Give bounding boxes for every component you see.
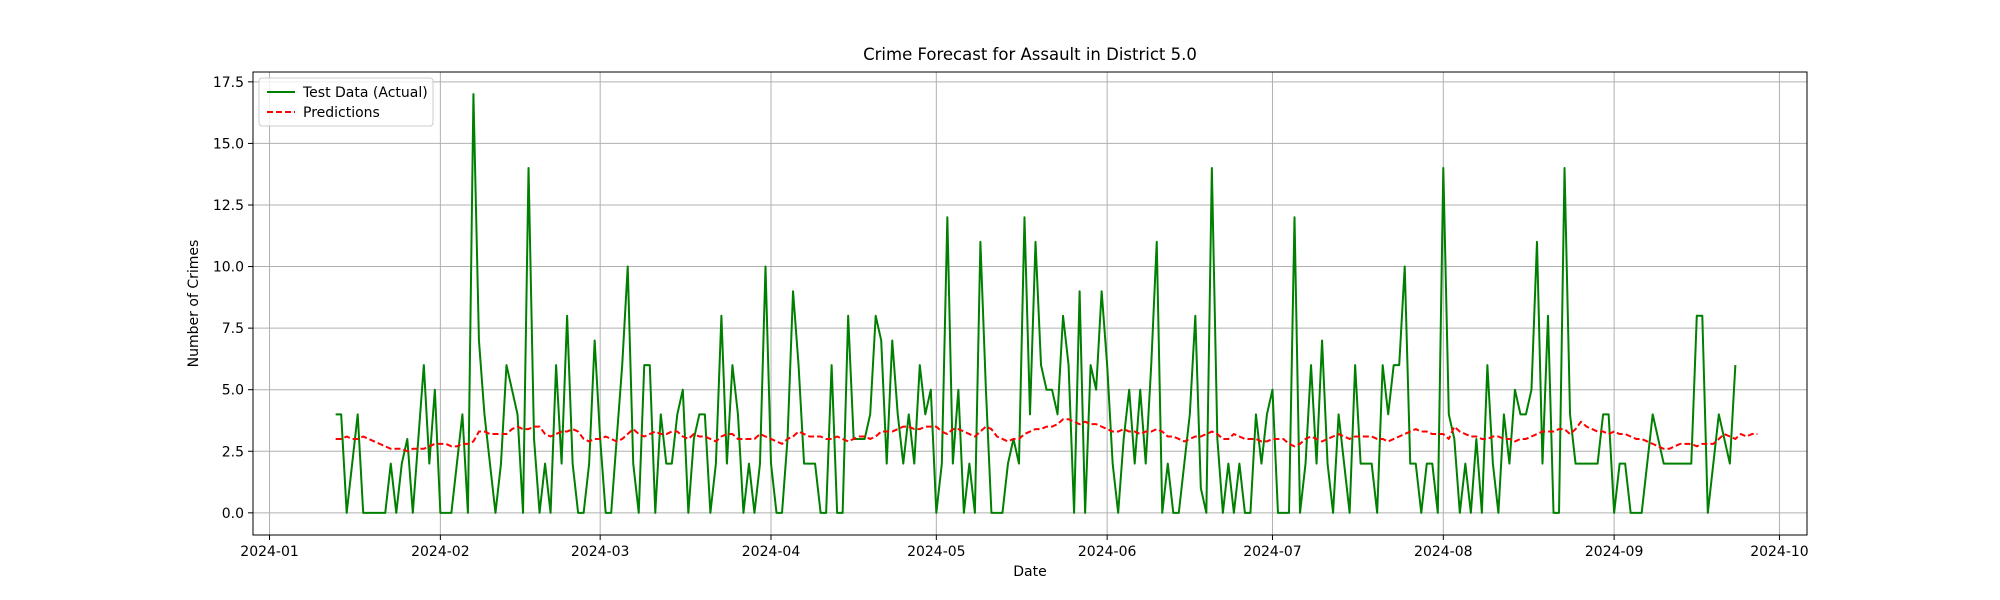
y-tick-label: 17.5	[213, 75, 244, 91]
x-axis-title: Date	[1013, 564, 1046, 580]
x-tick-label: 2024-09	[1585, 544, 1644, 560]
series-predictions-line	[335, 418, 1758, 453]
y-tick-label: 2.5	[222, 444, 244, 460]
legend-label-predictions: Predictions	[303, 105, 380, 121]
y-tick-label: 15.0	[213, 136, 244, 152]
y-tick-label: 7.5	[222, 321, 244, 337]
y-tick-label: 5.0	[222, 383, 244, 399]
x-tick-label: 2024-02	[411, 544, 470, 560]
x-tick-label: 2024-08	[1414, 544, 1473, 560]
axis-ticks: 2024-01 2024-02 2024-03 2024-04 2024-05 2024-…	[213, 75, 1809, 560]
x-tick-label: 2024-03	[571, 544, 630, 560]
x-tick-label: 2024-07	[1243, 544, 1302, 560]
x-tick-label: 2024-10	[1750, 544, 1809, 560]
series-actual-line	[335, 93, 1737, 514]
legend-label-actual: Test Data (Actual)	[302, 85, 428, 101]
y-tick-label: 12.5	[213, 198, 244, 214]
y-axis-title: Number of Crimes	[186, 240, 202, 368]
x-tick-label: 2024-05	[907, 544, 966, 560]
y-tick-label: 10.0	[213, 260, 244, 276]
x-tick-label: 2024-04	[742, 544, 801, 560]
x-tick-label: 2024-01	[240, 544, 299, 560]
legend: Test Data (Actual) Predictions	[258, 77, 434, 127]
legend-box	[258, 77, 434, 127]
x-tick-label: 2024-06	[1078, 544, 1137, 560]
series-layer	[335, 93, 1758, 514]
grid	[253, 72, 1807, 535]
chart-title: Crime Forecast for Assault in District 5…	[863, 45, 1197, 64]
y-tick-label: 0.0	[222, 506, 244, 522]
plot-frame	[252, 71, 1808, 536]
